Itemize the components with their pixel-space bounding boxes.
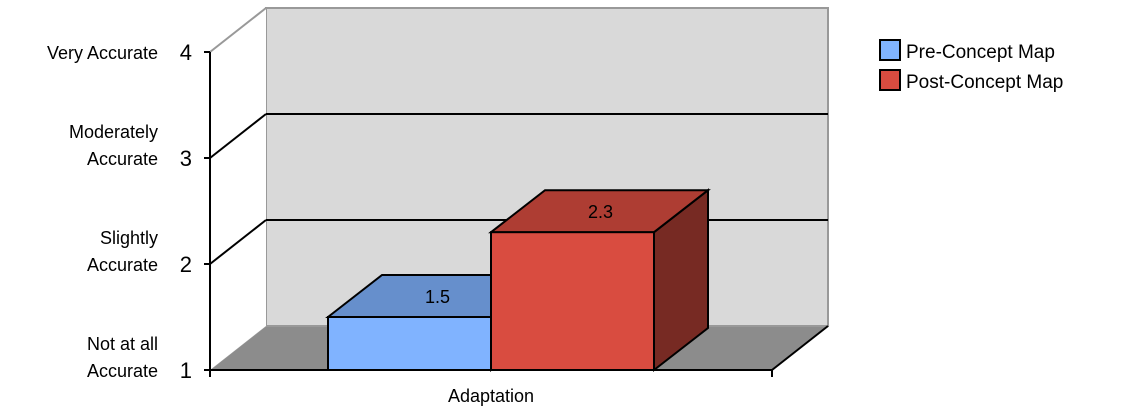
y-tick-label: 3 bbox=[180, 146, 192, 171]
y-level-label-line: Accurate bbox=[87, 361, 158, 381]
legend-swatch bbox=[879, 69, 901, 91]
legend-item: Post-Concept Map bbox=[879, 69, 1063, 93]
y-level-label: Moderately Accurate bbox=[69, 122, 158, 169]
y-tick-label: 2 bbox=[180, 252, 192, 277]
x-tick-label: Adaptation bbox=[448, 386, 534, 406]
bar-front-face bbox=[327, 316, 492, 371]
legend-item: Pre-Concept Map bbox=[879, 39, 1055, 63]
y-level-label: Slightly Accurate bbox=[87, 228, 158, 275]
y-level-label: Very Accurate bbox=[47, 43, 158, 63]
gridline-diagonal-3 bbox=[209, 113, 267, 159]
legend-swatch bbox=[879, 39, 901, 61]
x-axis-labels: Adaptation bbox=[448, 386, 534, 406]
legend-label: Pre-Concept Map bbox=[906, 42, 1055, 63]
y-tick-label: 1 bbox=[180, 358, 192, 383]
y-tick-label: 4 bbox=[180, 40, 192, 65]
y-level-label-line: Accurate bbox=[87, 149, 158, 169]
gridline-diagonal-2 bbox=[209, 219, 267, 265]
y-level-label-line: Slightly bbox=[100, 228, 158, 248]
bars: 1.5 2.3 bbox=[325, 188, 711, 373]
bar-front-face bbox=[490, 231, 655, 371]
bar-post-concept-map: 2.3 bbox=[488, 188, 711, 373]
legend-label: Post-Concept Map bbox=[906, 72, 1063, 93]
y-level-label-line: Moderately bbox=[69, 122, 158, 142]
y-level-label-line: Very Accurate bbox=[47, 43, 158, 63]
data-label: 1.5 bbox=[425, 287, 450, 307]
side-wall-plane bbox=[210, 8, 266, 370]
legend: Pre-Concept Map Post-Concept Map bbox=[879, 39, 1063, 93]
y-level-label: Not at all Accurate bbox=[87, 334, 158, 381]
y-level-label-line: Not at all bbox=[87, 334, 158, 354]
x-axis-depth-line bbox=[771, 325, 829, 371]
gridline-diagonal-4 bbox=[209, 7, 267, 53]
data-label: 2.3 bbox=[588, 202, 613, 222]
y-level-label-line: Accurate bbox=[87, 255, 158, 275]
